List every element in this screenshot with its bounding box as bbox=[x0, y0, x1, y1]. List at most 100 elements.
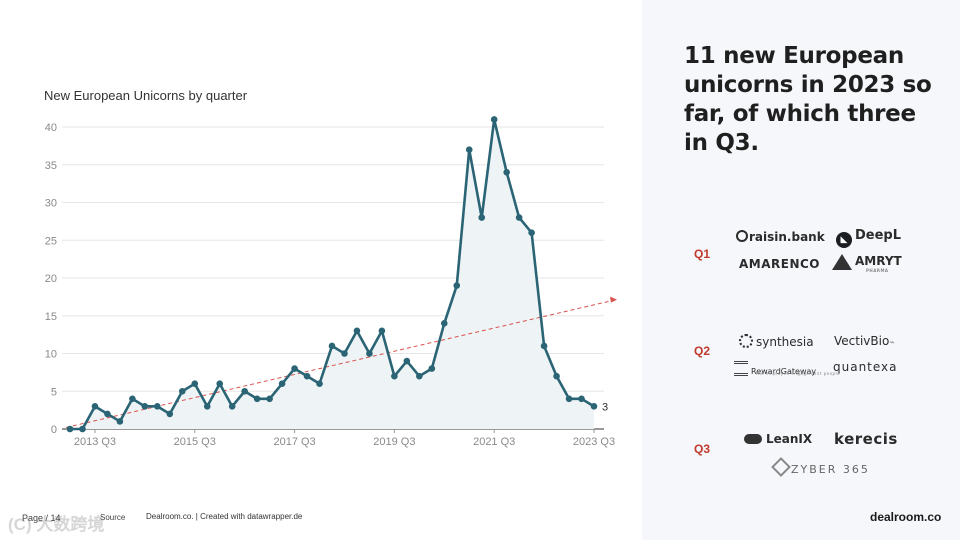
rewardgateway-icon bbox=[734, 361, 748, 376]
logo-synthesia: synthesia bbox=[739, 334, 814, 349]
y-tick-25: 25 bbox=[45, 235, 57, 247]
data-point-1 bbox=[79, 425, 86, 433]
x-tick-label-1: 2015 Q3 bbox=[174, 436, 216, 448]
data-point-11 bbox=[203, 403, 211, 410]
data-point-3 bbox=[104, 410, 111, 418]
y-tick-40: 40 bbox=[45, 122, 57, 134]
y-tick-labels: 0 5 10 15 20 25 30 35 40 bbox=[45, 122, 57, 436]
logo-quantexa: quantexa bbox=[833, 360, 898, 374]
deepl-icon: ◣ bbox=[836, 232, 852, 248]
data-point-34 bbox=[490, 116, 498, 123]
data-point-39 bbox=[553, 372, 560, 380]
data-point-27 bbox=[403, 357, 411, 365]
logo-kerecis: kerecis bbox=[834, 430, 898, 448]
x-tick-label-2: 2017 Q3 bbox=[273, 436, 315, 448]
footer-credit: Dealroom.co. | Created with datawrapper.… bbox=[146, 512, 303, 521]
data-point-31 bbox=[453, 282, 461, 289]
data-point-22 bbox=[341, 350, 348, 357]
data-point-9 bbox=[178, 387, 186, 395]
logo-vectivbio: VectivBio⌁ bbox=[834, 334, 895, 348]
data-point-30 bbox=[440, 320, 448, 327]
data-point-21 bbox=[328, 342, 336, 350]
x-tick-label-0: 2013 Q3 bbox=[74, 436, 116, 448]
data-point-17 bbox=[278, 380, 286, 388]
logo-raisin-bank: raisin.bank bbox=[736, 230, 825, 244]
y-tick-15: 15 bbox=[45, 311, 57, 323]
rewardgateway-subtext: the employee engagement people bbox=[756, 371, 841, 376]
data-point-33 bbox=[478, 214, 486, 221]
data-point-16 bbox=[266, 395, 273, 403]
side-panel bbox=[642, 0, 960, 540]
logo-rewardgateway: RewardGateway the employee engagement pe… bbox=[734, 361, 840, 376]
x-tick-label-4: 2021 Q3 bbox=[473, 436, 515, 448]
data-point-41 bbox=[578, 395, 585, 403]
quarter-label-q3: Q3 bbox=[694, 442, 711, 456]
data-point-18 bbox=[291, 365, 298, 372]
watermark: (C) 大数跨境 bbox=[8, 515, 105, 534]
data-point-38 bbox=[540, 342, 548, 350]
zyber-icon bbox=[771, 457, 791, 477]
end-label-group: 3 bbox=[602, 401, 608, 413]
data-point-42 bbox=[590, 403, 598, 410]
data-point-12 bbox=[216, 380, 224, 388]
logo-amarenco: AMARENCO bbox=[739, 257, 821, 271]
data-point-23 bbox=[353, 327, 361, 335]
raisin-icon bbox=[736, 230, 748, 242]
trend-arrowhead bbox=[610, 296, 617, 303]
data-point-2 bbox=[91, 403, 99, 410]
headline: 11 new European unicorns in 2023 so far,… bbox=[684, 43, 932, 156]
data-point-20 bbox=[316, 380, 323, 388]
data-point-5 bbox=[129, 395, 136, 403]
logo-deepl: ◣ DeepL bbox=[836, 228, 901, 248]
x-tick-label-3: 2019 Q3 bbox=[373, 436, 415, 448]
data-point-19 bbox=[303, 372, 311, 380]
brand-logo: dealroom.co bbox=[870, 510, 942, 524]
y-tick-5: 5 bbox=[51, 386, 57, 398]
data-point-14 bbox=[241, 387, 248, 395]
data-point-4 bbox=[116, 418, 124, 425]
data-point-0 bbox=[66, 425, 74, 433]
logo-leanix: LeanIX bbox=[744, 432, 812, 446]
y-tick-30: 30 bbox=[45, 198, 57, 210]
footer-source: Source bbox=[100, 513, 126, 522]
data-point-7 bbox=[154, 403, 161, 410]
y-tick-0: 0 bbox=[51, 424, 57, 436]
amryt-icon bbox=[832, 254, 852, 270]
y-tick-20: 20 bbox=[45, 273, 57, 285]
data-point-37 bbox=[528, 229, 535, 236]
amryt-subtext: PHARMA bbox=[866, 268, 889, 273]
data-point-25 bbox=[378, 327, 386, 335]
data-point-6 bbox=[141, 403, 149, 410]
quarter-label-q2: Q2 bbox=[694, 344, 711, 358]
data-point-15 bbox=[253, 395, 261, 403]
y-tick-35: 35 bbox=[45, 160, 57, 172]
y-tick-10: 10 bbox=[45, 349, 57, 361]
data-point-10 bbox=[191, 380, 199, 388]
chart-panel: New European Unicorns by quarter 0 5 10 15 2… bbox=[44, 88, 617, 448]
area-path bbox=[70, 119, 594, 429]
chart-title: New European Unicorns by quarter bbox=[44, 88, 248, 103]
data-point-8 bbox=[166, 410, 174, 418]
synthesia-icon bbox=[739, 334, 753, 348]
logo-zyber365: ZYBER 365 bbox=[771, 457, 870, 477]
data-point-24 bbox=[366, 350, 373, 357]
logo-amryt: AMRYT PHARMA bbox=[832, 254, 902, 273]
series-points bbox=[66, 116, 598, 433]
data-point-35 bbox=[503, 169, 510, 176]
data-point-40 bbox=[565, 395, 573, 403]
vectivbio-icon: ⌁ bbox=[889, 338, 895, 348]
x-tick-labels: 2013 Q3 2015 Q3 2017 Q3 2019 Q3 2021 Q3 2023 … bbox=[74, 429, 615, 448]
data-point-29 bbox=[428, 365, 436, 372]
data-point-28 bbox=[416, 372, 423, 380]
data-point-36 bbox=[515, 214, 523, 221]
x-tick-label-5: 2023 Q3 bbox=[573, 436, 615, 448]
data-point-26 bbox=[391, 372, 398, 380]
quarter-label-q1: Q1 bbox=[694, 247, 711, 261]
end-value-label: 3 bbox=[602, 401, 608, 413]
area-fill bbox=[70, 119, 594, 429]
data-point-32 bbox=[465, 146, 473, 153]
leanix-icon bbox=[744, 434, 762, 444]
data-point-13 bbox=[228, 403, 236, 410]
page-number: Page / 14 bbox=[22, 513, 61, 523]
